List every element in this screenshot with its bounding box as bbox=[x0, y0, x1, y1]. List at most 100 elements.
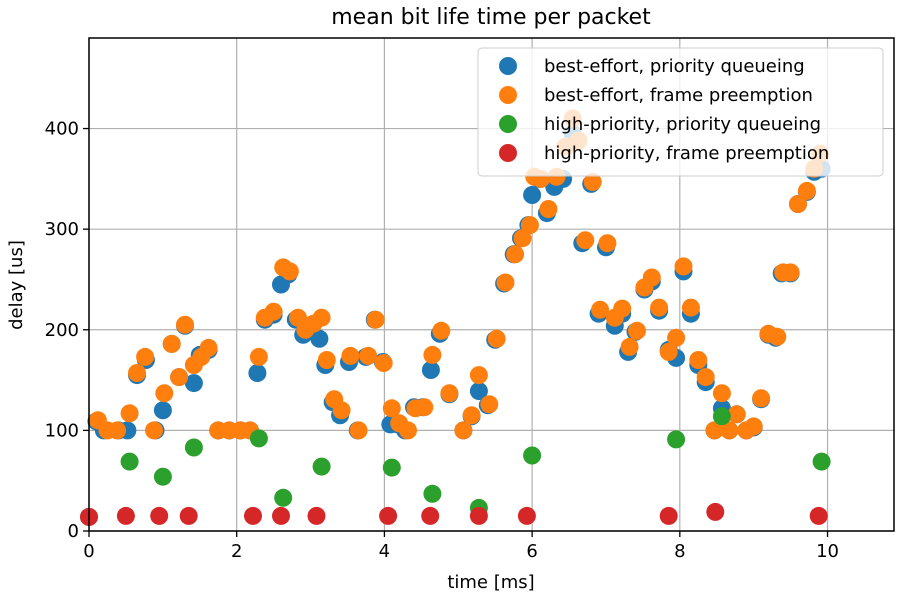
series-3-point bbox=[184, 438, 203, 457]
series-4-point bbox=[706, 502, 725, 521]
series-2-point bbox=[598, 234, 617, 253]
series-2-point bbox=[496, 273, 515, 292]
legend-marker bbox=[499, 86, 517, 104]
y-tick-label: 100 bbox=[45, 420, 79, 441]
y-tick-label: 300 bbox=[45, 219, 79, 240]
series-4-point bbox=[809, 506, 828, 525]
series-2-point bbox=[797, 181, 816, 200]
series-4-point bbox=[116, 506, 135, 525]
x-tick-label: 10 bbox=[816, 541, 839, 562]
series-2-point bbox=[705, 421, 724, 440]
data-points bbox=[80, 109, 831, 526]
series-2-point bbox=[332, 401, 351, 420]
series-4-point bbox=[421, 506, 440, 525]
y-axis-label: delay [us] bbox=[6, 240, 27, 330]
series-3-point bbox=[382, 458, 401, 477]
series-3-point bbox=[523, 446, 542, 465]
legend-marker bbox=[499, 144, 517, 162]
series-2-point bbox=[744, 417, 763, 436]
series-2-point bbox=[591, 300, 610, 319]
legend-box bbox=[477, 47, 884, 177]
plot-frame bbox=[88, 37, 895, 532]
series-1-point bbox=[248, 364, 267, 382]
series-2-point bbox=[454, 421, 473, 440]
series-3-point bbox=[274, 488, 293, 507]
series-2-point bbox=[650, 298, 669, 317]
series-3-point bbox=[812, 452, 831, 471]
series-2-point bbox=[520, 216, 539, 235]
series-2-point bbox=[469, 366, 488, 385]
y-tick-label: 400 bbox=[45, 119, 79, 140]
series-4-point bbox=[150, 506, 169, 525]
series-4-point bbox=[179, 506, 198, 525]
series-2-point bbox=[440, 384, 459, 403]
series-2-point bbox=[768, 327, 787, 346]
series-2-point bbox=[712, 384, 731, 403]
series-2-point bbox=[120, 404, 139, 423]
x-tick-label: 6 bbox=[526, 541, 537, 562]
series-2-point bbox=[752, 389, 771, 408]
series-1-point bbox=[153, 401, 172, 420]
series-2-point bbox=[423, 345, 442, 364]
series-2-point bbox=[108, 421, 127, 440]
legend-entry-label: high-priority, frame preemption bbox=[544, 143, 829, 164]
series-4-point bbox=[379, 506, 398, 525]
series-2-point bbox=[176, 315, 194, 334]
series-2-point bbox=[781, 263, 800, 282]
series-2-point bbox=[128, 364, 146, 382]
series-4-point bbox=[244, 506, 262, 525]
series-2-point bbox=[145, 421, 163, 440]
series-2-point bbox=[583, 172, 602, 191]
legend-entry-label: high-priority, priority queueing bbox=[544, 114, 821, 135]
series-2-point bbox=[689, 351, 708, 369]
series-1-point bbox=[310, 329, 329, 348]
series-2-point bbox=[432, 321, 451, 340]
x-tick-label: 2 bbox=[231, 541, 242, 562]
x-tick-label: 4 bbox=[379, 541, 390, 562]
y-tick-label: 200 bbox=[45, 320, 79, 341]
series-2-point bbox=[506, 245, 525, 264]
series-2-point bbox=[613, 299, 632, 318]
legend-entry-label: best-effort, frame preemption bbox=[544, 85, 813, 106]
series-2-point bbox=[317, 351, 336, 369]
series-2-point bbox=[349, 421, 368, 440]
series-4-point bbox=[659, 506, 678, 525]
series-2-point bbox=[136, 347, 155, 366]
series-2-point bbox=[513, 229, 532, 248]
series-3-point bbox=[153, 467, 172, 486]
series-2-point bbox=[696, 368, 715, 387]
series-2-point bbox=[170, 368, 189, 387]
legend-marker bbox=[499, 57, 517, 75]
series-2-point bbox=[155, 384, 174, 403]
series-2-point bbox=[280, 262, 299, 281]
series-2-point bbox=[539, 200, 558, 218]
series-2-point bbox=[659, 342, 678, 361]
series-3-point bbox=[667, 430, 686, 449]
series-3-point bbox=[249, 429, 268, 448]
x-axis-label: time [ms] bbox=[447, 572, 534, 593]
series-1-point bbox=[184, 374, 203, 393]
series-2-point bbox=[720, 421, 739, 440]
legend: best-effort, priority queueing best-effor… bbox=[477, 47, 884, 177]
series-2-point bbox=[341, 346, 360, 365]
series-2-point bbox=[264, 302, 283, 321]
series-4-point bbox=[517, 506, 536, 525]
series-2-point bbox=[628, 321, 646, 340]
x-tick-label: 8 bbox=[674, 541, 685, 562]
series-2-point bbox=[681, 298, 700, 317]
series-2-point bbox=[789, 195, 807, 213]
series-2-point bbox=[415, 398, 434, 417]
series-2-point bbox=[374, 354, 393, 372]
series-1-point bbox=[469, 382, 488, 401]
series-2-point bbox=[366, 310, 385, 329]
legend-entry-label: best-effort, priority queueing bbox=[544, 56, 805, 77]
series-3-point bbox=[312, 457, 331, 476]
series-4-point bbox=[307, 506, 326, 525]
series-4-point bbox=[272, 506, 290, 525]
series-2-point bbox=[359, 346, 378, 365]
series-2-point bbox=[727, 405, 746, 424]
x-tick-label: 0 bbox=[83, 541, 94, 562]
series-2-point bbox=[667, 328, 686, 347]
